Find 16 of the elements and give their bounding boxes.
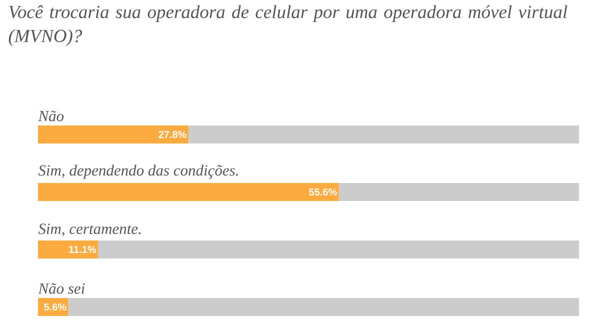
y-tick-label: Não sei	[38, 283, 85, 294]
data-label: 5.6%	[44, 303, 66, 311]
data-label: 55.6%	[309, 188, 337, 196]
bar	[38, 126, 188, 144]
bar	[68, 298, 580, 316]
y-tick-label: Não	[38, 110, 64, 122]
bar	[188, 126, 580, 144]
bar	[338, 183, 580, 202]
y-tick-label: Sim, dependendo das condições.	[38, 164, 238, 179]
data-label: 27.8%	[158, 130, 186, 138]
bar	[38, 183, 339, 202]
bar	[38, 240, 98, 259]
chart-title: Você trocaria sua operadora de celular por uma operadora móvel virtual (MVNO)?	[8, 5, 568, 46]
y-tick-label: Sim, certamente.	[38, 224, 141, 236]
data-label: 11.1%	[69, 246, 96, 254]
bar	[98, 240, 580, 259]
